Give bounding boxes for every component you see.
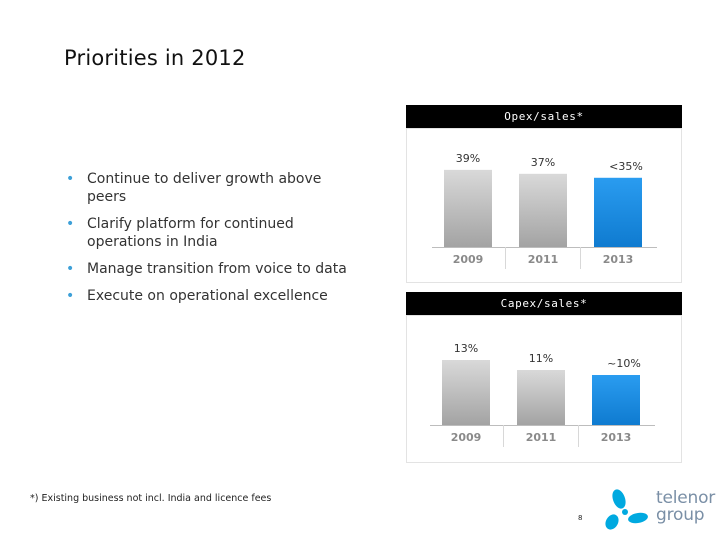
category-label-2013: 2013 [601,431,632,444]
category-label-2013: 2013 [603,253,634,266]
value-label-2011: 11% [529,352,553,365]
logo-line-2: group [656,505,705,525]
slide-title: Priorities in 2012 [64,46,246,70]
capex-chart-title: Capex/sales* [406,292,682,315]
value-label-2011: 37% [531,156,555,169]
opex-chart-title: Opex/sales* [406,105,682,128]
page-number: 8 [578,514,583,522]
value-label-2013: <35% [609,160,643,173]
capex-chart-panel: Capex/sales* 13% 2009 11% 2011 ~10% 2013 [406,292,682,463]
bar-2011 [519,173,567,247]
priorities-list: Continue to deliver growth above peers C… [64,170,364,314]
value-label-2009: 13% [454,342,478,355]
footnote: *) Existing business not incl. India and… [30,493,272,504]
category-label-2009: 2009 [451,431,482,444]
category-label-2009: 2009 [453,253,484,266]
bullet-item: Execute on operational excellence [64,287,364,305]
telenor-propeller-icon [605,489,648,530]
opex-chart-frame: 39% 2009 37% 2011 <35% 2013 [406,128,682,283]
telenor-logo: telenor group [600,488,715,532]
bar-2013 [594,177,642,247]
bar-2011 [517,370,565,425]
value-label-2013: ~10% [607,357,641,370]
category-label-2011: 2011 [528,253,559,266]
logo-wordmark: telenor group [656,490,715,524]
bar-2009 [444,169,492,247]
opex-chart: 39% 2009 37% 2011 <35% 2013 [432,152,657,269]
category-label-2011: 2011 [526,431,557,444]
capex-chart: 13% 2009 11% 2011 ~10% 2013 [430,342,655,447]
bar-2009 [442,360,490,425]
bar-2013 [592,375,640,425]
bullet-item: Manage transition from voice to data [64,260,364,278]
bullet-item: Continue to deliver growth above peers [64,170,364,206]
bullet-item: Clarify platform for continued operation… [64,215,364,251]
value-label-2009: 39% [456,152,480,165]
logo-line-1: telenor [656,488,716,508]
opex-chart-panel: Opex/sales* 39% 2009 37% 2011 <35% 2013 [406,105,682,283]
capex-chart-frame: 13% 2009 11% 2011 ~10% 2013 [406,315,682,463]
